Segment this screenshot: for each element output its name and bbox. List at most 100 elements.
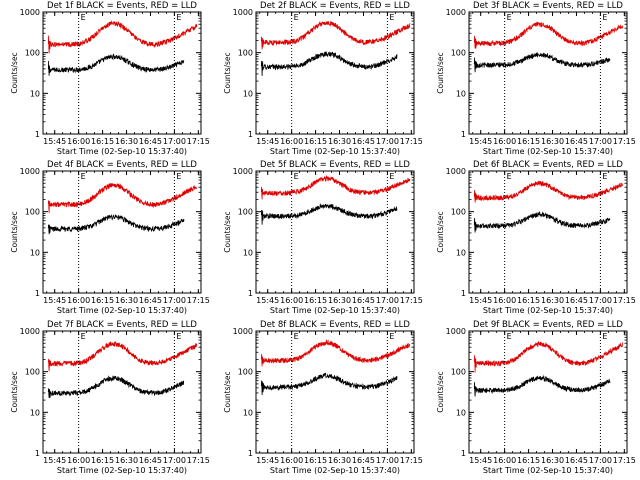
- x-tick-label: 17:15: [400, 137, 423, 146]
- y-tick-label: 1: [461, 289, 466, 298]
- x-tick-label: 17:15: [613, 456, 636, 465]
- marker-label: E: [389, 172, 394, 181]
- series-line-lld: [473, 180, 624, 203]
- x-tick-label: 16:00: [493, 456, 516, 465]
- marker-label: E: [602, 13, 607, 22]
- y-tick-label: 10: [243, 89, 253, 98]
- y-axis-label: Counts/sec: [436, 371, 445, 412]
- y-tick-label: 10: [30, 89, 40, 98]
- x-tick-label: 17:00: [163, 296, 186, 305]
- x-tick-label: 16:15: [304, 456, 327, 465]
- series-line-events: [260, 51, 398, 77]
- y-axis-label: Counts/sec: [10, 211, 19, 252]
- x-tick-label: 15:45: [43, 137, 66, 146]
- chart-title: Det 8f BLACK = Events, RED = LLD: [260, 320, 410, 330]
- x-tick-label: 17:15: [187, 296, 210, 305]
- x-tick-label: 16:15: [304, 296, 327, 305]
- x-tick-label: 17:15: [400, 296, 423, 305]
- x-tick-label: 16:45: [139, 137, 162, 146]
- y-tick-label: 10: [456, 408, 466, 417]
- x-tick-label: 16:30: [541, 296, 564, 305]
- marker-label: E: [294, 332, 299, 341]
- x-tick-label: 15:45: [469, 137, 492, 146]
- x-tick-label: 16:45: [139, 456, 162, 465]
- y-tick-label: 1000: [233, 327, 253, 336]
- x-tick-label: 17:15: [613, 296, 636, 305]
- marker-label: E: [176, 172, 181, 181]
- plot-frame: [255, 11, 415, 135]
- x-tick-label: 16:45: [565, 456, 588, 465]
- x-tick-label: 15:45: [469, 456, 492, 465]
- series-line-events: [47, 53, 185, 76]
- series-line-events: [473, 374, 611, 397]
- y-tick-label: 1000: [233, 167, 253, 176]
- marker-label: E: [176, 13, 181, 22]
- x-tick-label: 16:30: [328, 296, 351, 305]
- y-tick-label: 100: [238, 368, 253, 377]
- marker-label: E: [81, 172, 86, 181]
- y-tick-label: 100: [25, 368, 40, 377]
- chart-title: Det 5f BLACK = Events, RED = LLD: [260, 160, 410, 170]
- series-line-events: [47, 214, 185, 235]
- y-tick-label: 10: [30, 408, 40, 417]
- y-tick-label: 1: [35, 130, 40, 139]
- y-tick-label: 1000: [20, 327, 40, 336]
- x-tick-label: 17:15: [187, 456, 210, 465]
- y-tick-label: 1: [461, 449, 466, 458]
- x-axis-label: Start Time (02-Sep-10 15:37:40): [57, 147, 187, 156]
- x-tick-label: 17:00: [376, 296, 399, 305]
- x-tick-label: 15:45: [43, 296, 66, 305]
- marker-label: E: [389, 13, 394, 22]
- series-line-lld: [47, 182, 198, 213]
- x-tick-label: 15:45: [256, 137, 279, 146]
- x-tick-label: 16:00: [493, 296, 516, 305]
- x-axis-label: Start Time (02-Sep-10 15:37:40): [483, 306, 613, 315]
- x-tick-label: 16:15: [91, 137, 114, 146]
- chart-title: Det 4f BLACK = Events, RED = LLD: [47, 160, 197, 170]
- y-tick-label: 1000: [446, 8, 466, 17]
- y-tick-label: 1000: [20, 167, 40, 176]
- x-tick-label: 16:45: [565, 296, 588, 305]
- plot-frame: [468, 11, 628, 135]
- x-tick-label: 17:00: [589, 296, 612, 305]
- plot-frame: [255, 170, 415, 294]
- chart-title: Det 3f BLACK = Events, RED = LLD: [473, 1, 623, 11]
- x-tick-label: 16:15: [517, 137, 540, 146]
- series-line-events: [260, 203, 398, 225]
- y-tick-label: 1000: [446, 327, 466, 336]
- series-line-events: [473, 52, 611, 73]
- x-tick-label: 16:00: [67, 456, 90, 465]
- series-line-lld: [260, 20, 411, 50]
- plot-frame: [42, 11, 202, 135]
- x-tick-label: 17:00: [589, 456, 612, 465]
- marker-label: E: [507, 172, 512, 181]
- y-tick-label: 1: [248, 289, 253, 298]
- x-tick-label: 16:45: [352, 137, 375, 146]
- x-axis-label: Start Time (02-Sep-10 15:37:40): [483, 147, 613, 156]
- x-tick-label: 17:00: [163, 456, 186, 465]
- x-tick-label: 16:30: [115, 137, 138, 146]
- y-tick-label: 100: [451, 368, 466, 377]
- y-tick-label: 10: [456, 89, 466, 98]
- series-line-events: [473, 210, 611, 233]
- marker-label: E: [389, 332, 394, 341]
- x-tick-label: 16:00: [280, 456, 303, 465]
- y-tick-label: 1000: [233, 8, 253, 17]
- x-tick-label: 16:15: [517, 296, 540, 305]
- x-tick-label: 16:30: [115, 296, 138, 305]
- series-line-lld: [260, 174, 411, 200]
- y-tick-label: 100: [25, 208, 40, 217]
- series-line-lld: [47, 341, 198, 372]
- y-tick-label: 1: [35, 289, 40, 298]
- x-tick-label: 16:15: [91, 296, 114, 305]
- x-axis-label: Start Time (02-Sep-10 15:37:40): [57, 466, 187, 475]
- series-line-lld: [473, 340, 624, 373]
- series-line-lld: [47, 20, 198, 54]
- x-tick-label: 16:30: [541, 456, 564, 465]
- y-tick-label: 100: [238, 208, 253, 217]
- marker-label: E: [602, 332, 607, 341]
- x-tick-label: 17:00: [589, 137, 612, 146]
